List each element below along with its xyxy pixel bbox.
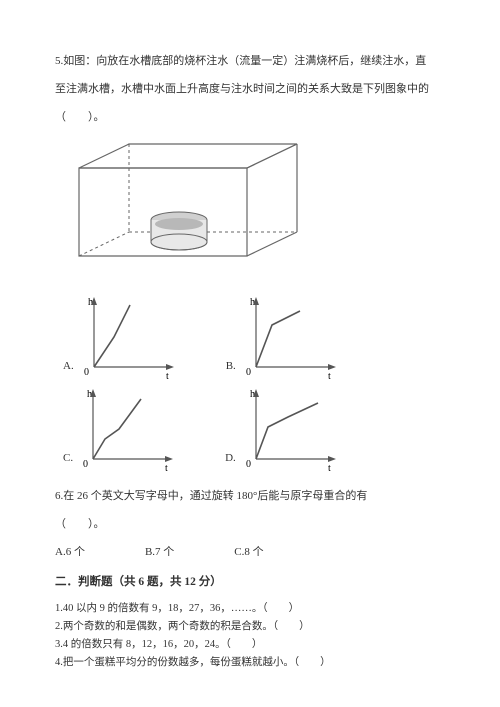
svg-text:t: t — [328, 371, 331, 381]
graph-b: h 0 t — [238, 295, 340, 381]
options-row-2: C. h 0 t D. h 0 t — [63, 387, 445, 473]
tf-2: 2.两个奇数的和是偶数，两个奇数的积是合数。（ ） — [55, 618, 445, 636]
section2-header: 二．判断题（共 6 题，共 12 分） — [55, 571, 445, 594]
svg-text:t: t — [166, 371, 169, 381]
q6-option-c[interactable]: C.8 个 — [234, 541, 263, 563]
svg-text:t: t — [328, 463, 331, 473]
tf-1: 1.40 以内 9 的倍数有 9，18，27，36，……。（ ） — [55, 600, 445, 618]
graph-a: h 0 t — [76, 295, 178, 381]
option-d-label: D. — [225, 447, 236, 469]
q6-option-b[interactable]: B.7 个 — [145, 541, 174, 563]
svg-text:t: t — [165, 463, 168, 473]
q6-line1: 6.在 26 个英文大写字母中，通过旋转 180°后能与原字母重合的有 — [55, 485, 445, 507]
option-b-label: B. — [226, 355, 236, 377]
q6-option-a[interactable]: A.6 个 — [55, 541, 85, 563]
option-a-label: A. — [63, 355, 74, 377]
q5-line3: （ ）。 — [55, 106, 445, 128]
q5-line2: 至注满水槽，水槽中水面上升高度与注水时间之间的关系大致是下列图象中的 — [55, 78, 445, 100]
option-d[interactable]: D. h 0 t — [225, 387, 340, 473]
q6-options: A.6 个 B.7 个 C.8 个 — [55, 541, 445, 563]
tank-figure — [73, 138, 445, 281]
options-row-1: A. h 0 t B. h 0 t — [63, 295, 445, 381]
svg-text:0: 0 — [84, 367, 89, 378]
graph-d: h 0 t — [238, 387, 340, 473]
tf-4: 4.把一个蛋糕平均分的份数越多，每份蛋糕就越小。（ ） — [55, 654, 445, 672]
svg-text:0: 0 — [83, 459, 88, 470]
tf-3: 3.4 的倍数只有 8，12，16，20，24。（ ） — [55, 636, 445, 654]
option-c[interactable]: C. h 0 t — [63, 387, 177, 473]
q6-line2: （ ）。 — [55, 513, 445, 535]
svg-text:0: 0 — [246, 459, 251, 470]
option-a[interactable]: A. h 0 t — [63, 295, 178, 381]
graph-c: h 0 t — [75, 387, 177, 473]
q5-line1: 5.如图：向放在水槽底部的烧杯注水（流量一定）注满烧杯后，继续注水，直 — [55, 50, 445, 72]
svg-text:0: 0 — [246, 367, 251, 378]
option-b[interactable]: B. h 0 t — [226, 295, 340, 381]
option-c-label: C. — [63, 447, 73, 469]
